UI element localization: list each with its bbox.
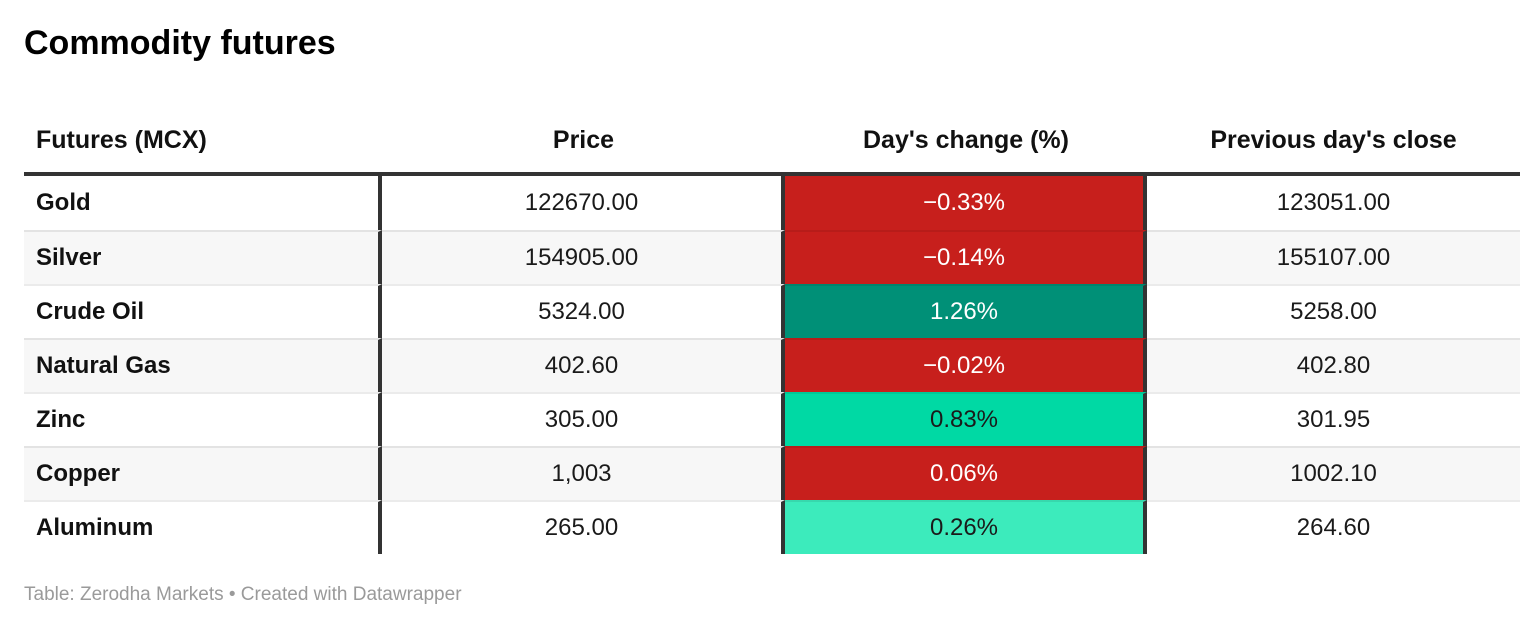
change-cell: 0.83%: [785, 392, 1147, 446]
price-cell: 402.60: [382, 338, 785, 392]
column-header-change: Day's change (%): [862, 125, 1069, 154]
price-cell: 1,003: [382, 446, 785, 500]
change-cell: 0.26%: [785, 500, 1147, 554]
table-row-aluminum: Aluminum 265.00 0.26% 264.60: [24, 500, 1520, 554]
prev-close-cell: 5258.00: [1147, 284, 1520, 338]
change-cell: −0.02%: [785, 338, 1147, 392]
change-cell: −0.33%: [785, 176, 1147, 230]
table-row-crude-oil: Crude Oil 5324.00 1.26% 5258.00: [24, 284, 1520, 338]
table-row-copper: Copper 1,003 0.06% 1002.10: [24, 446, 1520, 500]
table-header-row: Futures (MCX) Price Day's change (%) Pre…: [24, 108, 1520, 176]
futures-name-cell: Silver: [24, 230, 382, 284]
table-row-zinc: Zinc 305.00 0.83% 301.95: [24, 392, 1520, 446]
futures-name-cell: Zinc: [24, 392, 382, 446]
table-row-silver: Silver 154905.00 −0.14% 155107.00: [24, 230, 1520, 284]
price-cell: 122670.00: [382, 176, 785, 230]
price-cell: 5324.00: [382, 284, 785, 338]
commodity-futures-table: Futures (MCX) Price Day's change (%) Pre…: [24, 108, 1520, 554]
change-cell: 0.06%: [785, 446, 1147, 500]
table-body: Gold 122670.00 −0.33% 123051.00 Silver 1…: [24, 176, 1520, 554]
column-header-futures: Futures (MCX): [36, 125, 207, 154]
futures-name-cell: Crude Oil: [24, 284, 382, 338]
price-cell: 305.00: [382, 392, 785, 446]
futures-name-cell: Gold: [24, 176, 382, 230]
price-cell: 154905.00: [382, 230, 785, 284]
futures-name-cell: Copper: [24, 446, 382, 500]
price-cell: 265.00: [382, 500, 785, 554]
prev-close-cell: 402.80: [1147, 338, 1520, 392]
futures-name-cell: Aluminum: [24, 500, 382, 554]
prev-close-cell: 123051.00: [1147, 176, 1520, 230]
column-header-price: Price: [552, 125, 615, 154]
table-row-natural-gas: Natural Gas 402.60 −0.02% 402.80: [24, 338, 1520, 392]
prev-close-cell: 155107.00: [1147, 230, 1520, 284]
table-row-gold: Gold 122670.00 −0.33% 123051.00: [24, 176, 1520, 230]
table-footer-credit: Table: Zerodha Markets • Created with Da…: [24, 584, 462, 605]
change-cell: −0.14%: [785, 230, 1147, 284]
prev-close-cell: 301.95: [1147, 392, 1520, 446]
change-cell: 1.26%: [785, 284, 1147, 338]
column-header-prev-close: Previous day's close: [1210, 125, 1457, 154]
prev-close-cell: 264.60: [1147, 500, 1520, 554]
prev-close-cell: 1002.10: [1147, 446, 1520, 500]
page: Commodity futures Futures (MCX) Price Da…: [24, 24, 1520, 605]
futures-name-cell: Natural Gas: [24, 338, 382, 392]
page-title: Commodity futures: [24, 24, 336, 62]
